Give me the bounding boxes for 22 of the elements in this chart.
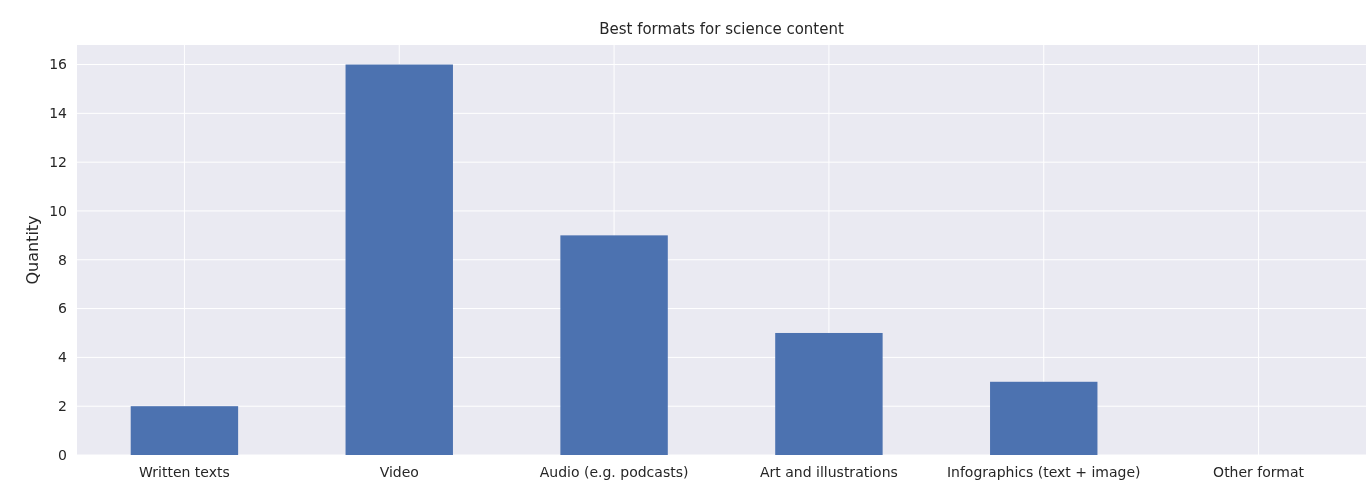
x-tick-label: Art and illustrations [759,464,898,480]
chart-title: Best formats for science content [599,20,844,38]
y-tick-label: 8 [58,251,67,268]
bar [560,235,668,455]
bar [775,332,883,455]
y-tick-label: 6 [58,300,68,317]
y-tick-label: 10 [49,202,67,219]
y-tick-label: 2 [58,398,67,415]
bar [345,64,453,455]
x-tick-label: Audio (e.g. podcasts) [539,464,689,480]
y-tick-label: 0 [58,446,67,463]
y-tick-label: 4 [58,349,68,366]
y-tick-label: 14 [49,105,68,122]
bar [130,406,239,455]
y-tick-label: 12 [49,154,67,171]
x-tick-label: Written texts [139,464,230,480]
bar [990,381,1098,455]
x-tick-label: Infographics (text + image) [946,464,1141,480]
y-axis-title: Quantity [23,215,42,285]
x-tick-label: Video [379,464,419,480]
x-tick-label: Other format [1213,464,1305,480]
y-tick-label: 16 [49,56,68,73]
